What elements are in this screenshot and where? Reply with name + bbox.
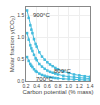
svg-text:Carbon potential (% mass): Carbon potential (% mass) (22, 89, 93, 95)
svg-text:1.4: 1.4 (87, 83, 94, 89)
svg-text:1.0: 1.0 (17, 34, 24, 40)
svg-text:1.5: 1.5 (17, 12, 24, 18)
svg-text:0.5: 0.5 (17, 56, 24, 62)
svg-text:700°C: 700°C (36, 76, 53, 82)
svg-text:0.4: 0.4 (33, 83, 40, 89)
svg-text:0.0: 0.0 (17, 78, 24, 84)
svg-text:0.6: 0.6 (44, 83, 51, 89)
svg-text:800°C: 800°C (54, 68, 71, 74)
svg-text:1.0: 1.0 (65, 83, 72, 89)
svg-text:Molar fraction y(CO₂): Molar fraction y(CO₂) (9, 16, 15, 72)
svg-text:0.8: 0.8 (55, 83, 62, 89)
svg-text:0.2: 0.2 (23, 83, 30, 89)
svg-text:900°C: 900°C (33, 12, 50, 18)
svg-text:1.2: 1.2 (76, 83, 83, 89)
